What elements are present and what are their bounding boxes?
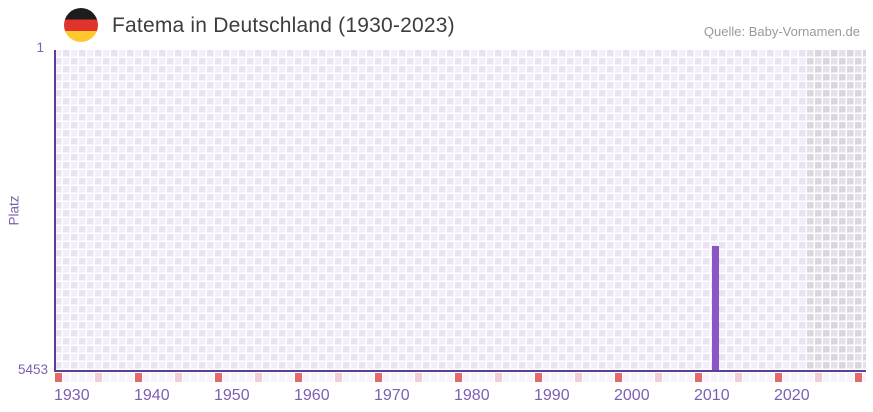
x-axis-label-1950: 1950 xyxy=(214,387,250,404)
minor-tick-1955 xyxy=(255,373,262,382)
future-region xyxy=(807,50,866,371)
x-axis-label-1930: 1930 xyxy=(54,387,90,404)
x-axis-label-1970: 1970 xyxy=(374,387,410,404)
x-axis-label-2020: 2020 xyxy=(774,387,810,404)
y-axis-title: Platz xyxy=(6,195,22,226)
x-axis-label-2000: 2000 xyxy=(614,387,650,404)
major-tick-1930 xyxy=(55,373,62,382)
major-tick-1970 xyxy=(375,373,382,382)
y-axis-line xyxy=(54,50,56,372)
minor-tick-2015 xyxy=(735,373,742,382)
major-tick-2000 xyxy=(615,373,622,382)
y-axis-top-tick-label: 1 xyxy=(36,40,44,55)
x-axis-label-1980: 1980 xyxy=(454,387,490,404)
minor-tick-2005 xyxy=(655,373,662,382)
minor-tick-1995 xyxy=(575,373,582,382)
major-tick-1980 xyxy=(455,373,462,382)
source-label: Quelle: Baby-Vornamen.de xyxy=(703,24,860,39)
x-axis-label-2010: 2010 xyxy=(694,387,730,404)
major-tick-1960 xyxy=(295,373,302,382)
header: Fatema in Deutschland (1930-2023) Quelle… xyxy=(0,0,873,46)
x-axis-label-1960: 1960 xyxy=(294,387,330,404)
minor-tick-2025 xyxy=(815,373,822,382)
major-tick-2010 xyxy=(695,373,702,382)
x-axis-label-1990: 1990 xyxy=(534,387,570,404)
plot-area xyxy=(55,50,866,371)
x-axis-labels: 1930 1940 1950 1960 1970 1980 1990 2000 2010 2020 xyxy=(54,387,873,407)
minor-tick-1985 xyxy=(495,373,502,382)
minor-tick-1965 xyxy=(335,373,342,382)
major-tick-1990 xyxy=(535,373,542,382)
rank-bar-2012 xyxy=(712,246,719,371)
minor-tick-1945 xyxy=(175,373,182,382)
major-tick-1950 xyxy=(215,373,222,382)
minor-tick-1975 xyxy=(415,373,422,382)
major-tick-2020 xyxy=(775,373,782,382)
x-axis-line xyxy=(54,370,866,372)
x-tick-row xyxy=(55,373,866,382)
major-tick-2030 xyxy=(855,373,862,382)
minor-tick-1935 xyxy=(95,373,102,382)
major-tick-1940 xyxy=(135,373,142,382)
german-flag-icon xyxy=(64,8,98,42)
chart-title: Fatema in Deutschland (1930-2023) xyxy=(112,14,455,37)
y-axis-bottom-tick-label: 5453 xyxy=(17,362,48,377)
x-axis-label-1940: 1940 xyxy=(134,387,170,404)
